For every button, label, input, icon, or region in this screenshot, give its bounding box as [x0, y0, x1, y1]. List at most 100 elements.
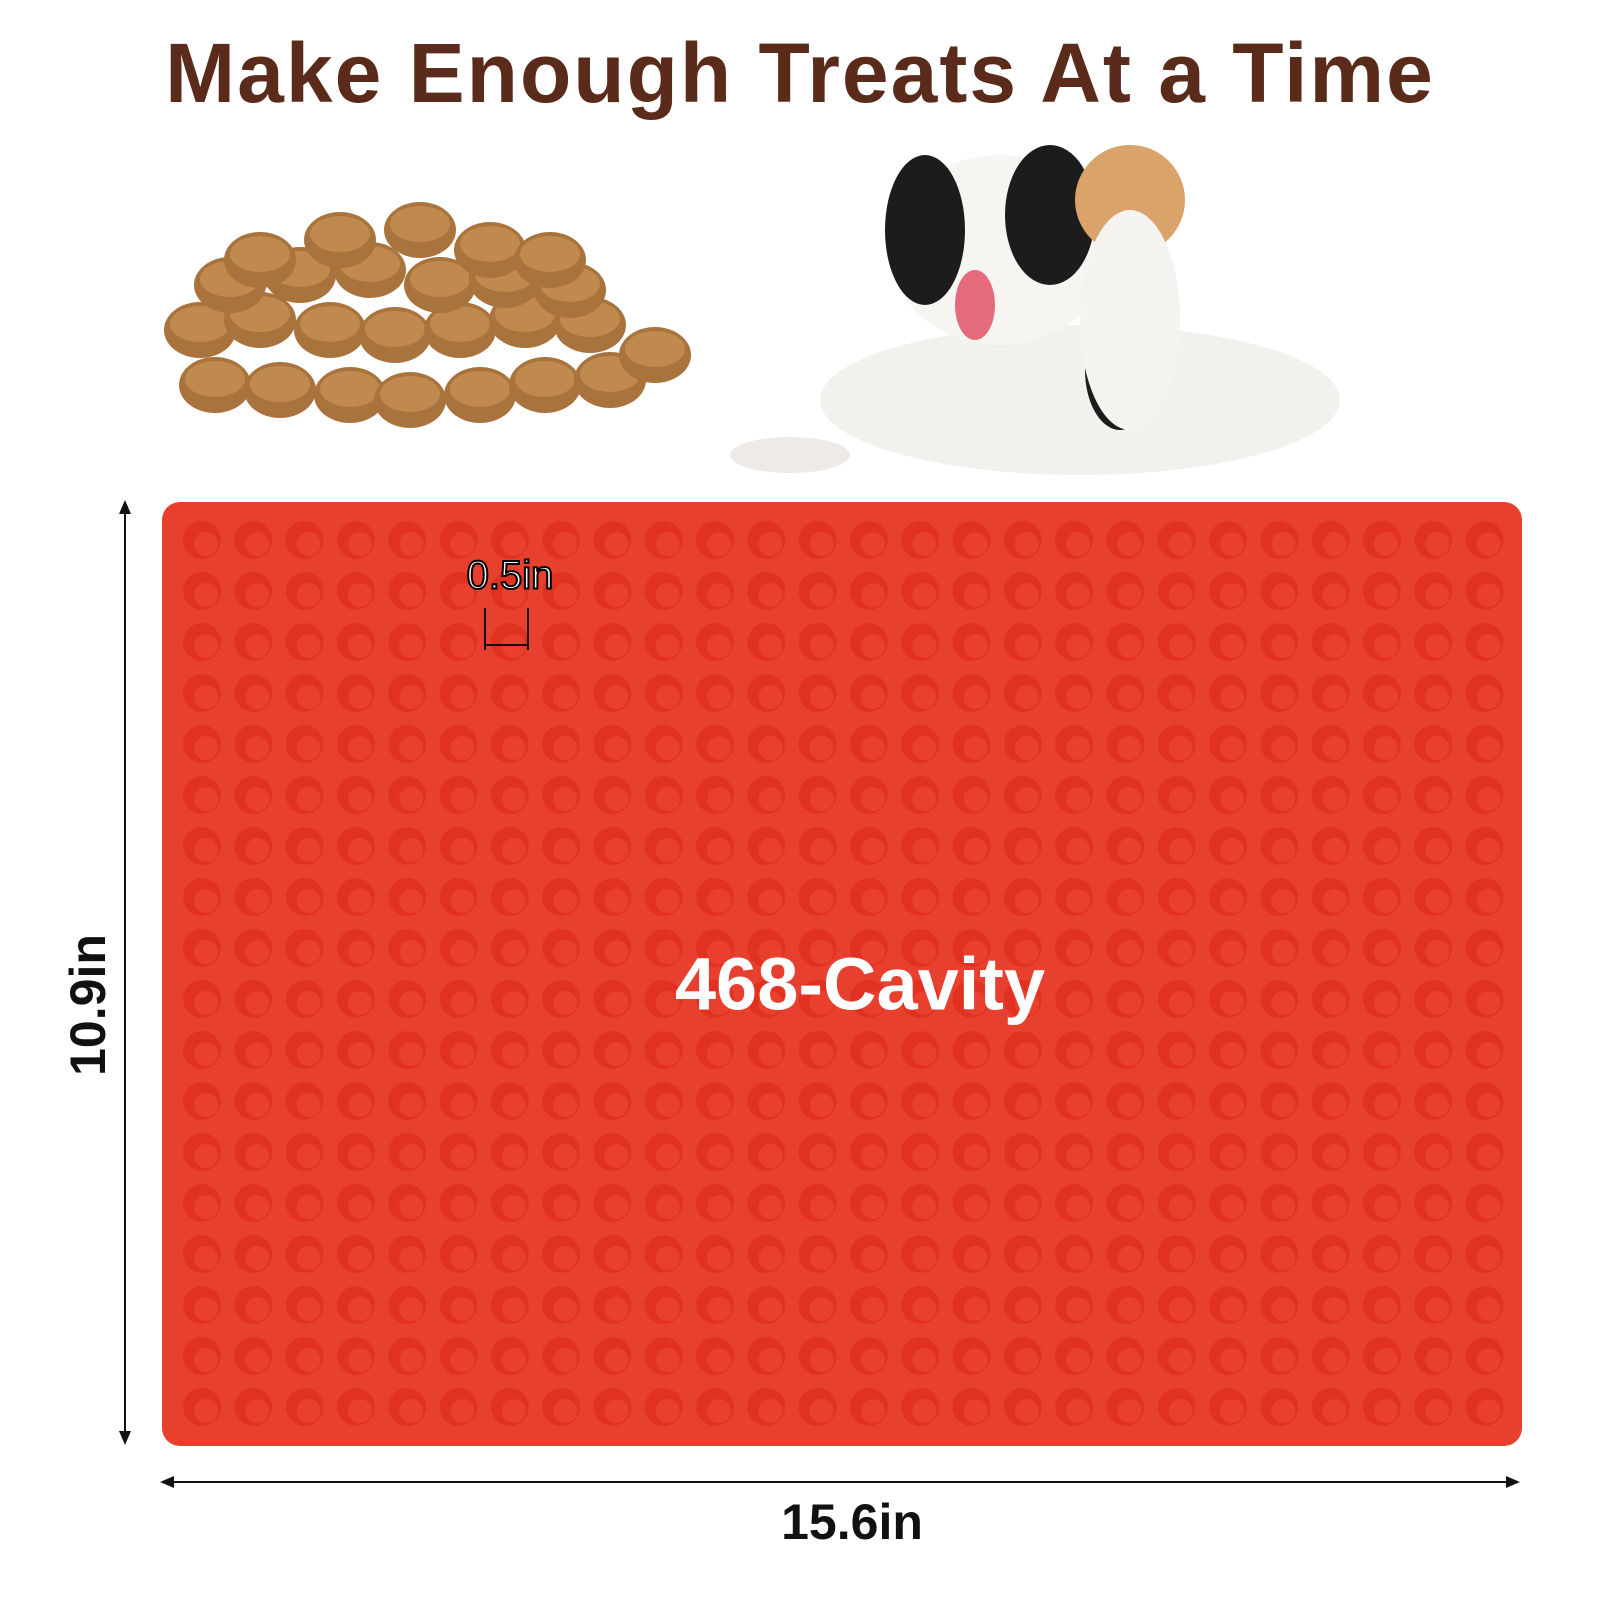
cavity-highlight [1476, 1042, 1501, 1066]
cavity-highlight [501, 1042, 526, 1066]
cavity-highlight [707, 1144, 731, 1168]
cavity-highlight [296, 991, 321, 1015]
cavity-highlight [194, 634, 218, 658]
cavity-highlight [1322, 685, 1347, 709]
cavity-highlight [1322, 787, 1347, 811]
treat-top [390, 206, 450, 242]
cavity-highlight [1271, 1399, 1296, 1423]
cavity-highlight [604, 838, 629, 862]
cavity-highlight [1425, 736, 1450, 760]
cavity-highlight [758, 1297, 783, 1321]
cavity-highlight [553, 1399, 578, 1423]
cavity-highlight [1476, 1144, 1501, 1168]
cavity-highlight [399, 889, 424, 913]
dog-body [820, 325, 1340, 475]
cavity-highlight [809, 889, 834, 913]
cavity-highlight [809, 1348, 834, 1372]
cavity-highlight [1014, 1042, 1039, 1066]
treat-top [300, 306, 360, 342]
cavity-highlight [501, 736, 526, 760]
cavity-highlight [707, 1348, 731, 1372]
cavity-highlight [347, 1093, 372, 1117]
cavity-highlight [553, 1195, 578, 1219]
cavity-highlight [758, 940, 783, 964]
cavity-highlight [912, 1144, 937, 1168]
cavity-highlight [194, 1399, 218, 1423]
cavity-highlight [1168, 1144, 1193, 1168]
cavity-highlight [604, 940, 629, 964]
cavity-highlight [1168, 838, 1193, 862]
cavity-highlight [1117, 1246, 1142, 1270]
cavity-highlight [707, 1399, 731, 1423]
cavity-highlight [1271, 736, 1296, 760]
cavity-highlight [655, 889, 680, 913]
cavity-highlight [655, 1297, 680, 1321]
cavity-highlight [912, 1399, 937, 1423]
cavity-highlight [1425, 634, 1450, 658]
cavity-highlight [1425, 1093, 1450, 1117]
cavity-highlight [1322, 1399, 1347, 1423]
cavity-highlight [1476, 940, 1501, 964]
cavity-highlight [399, 991, 424, 1015]
cavity-highlight [912, 787, 937, 811]
cavity-highlight [604, 991, 629, 1015]
cavity-highlight [296, 685, 321, 709]
cavity-highlight [450, 685, 475, 709]
cavity-highlight [194, 1144, 218, 1168]
cavity-highlight [1322, 1246, 1347, 1270]
cavity-highlight [604, 1246, 629, 1270]
cavity-highlight [1425, 1042, 1450, 1066]
cavity-highlight [194, 1195, 218, 1219]
cavity-highlight [1373, 532, 1398, 556]
cavity-highlight [450, 736, 475, 760]
cavity-highlight [450, 1042, 475, 1066]
cavity-highlight [860, 1399, 885, 1423]
cavity-highlight [655, 583, 680, 607]
cavity-highlight [194, 940, 218, 964]
cavity-highlight [963, 889, 988, 913]
cavity-highlight [194, 787, 218, 811]
cavity-highlight [1220, 583, 1244, 607]
cavity-highlight [1066, 685, 1091, 709]
cavity-highlight [758, 1195, 783, 1219]
cavity-highlight [1220, 787, 1244, 811]
cavity-highlight [1271, 1348, 1296, 1372]
cavity-highlight [912, 1348, 937, 1372]
cavity-highlight [1168, 889, 1193, 913]
cavity-highlight [245, 940, 270, 964]
cavity-highlight [1322, 940, 1347, 964]
cavity-highlight [1476, 1297, 1501, 1321]
cavity-highlight [963, 1399, 988, 1423]
cavity-highlight [194, 838, 218, 862]
cavity-highlight [860, 1348, 885, 1372]
cavity-size-marker: 0.5in [466, 553, 554, 650]
cavity-highlight [707, 1246, 731, 1270]
cavity-highlight [860, 940, 885, 964]
cavity-highlight [809, 583, 834, 607]
cavity-highlight [1014, 1297, 1039, 1321]
cavity-highlight [399, 1042, 424, 1066]
cavity-highlight [1476, 1348, 1501, 1372]
cavity-highlight [1066, 1195, 1091, 1219]
cavity-highlight [1373, 787, 1398, 811]
cavity-highlight [912, 1246, 937, 1270]
cavity-highlight [1220, 1042, 1244, 1066]
cavity-highlight [707, 1195, 731, 1219]
cavity-highlight [450, 1093, 475, 1117]
cavity-highlight [1014, 583, 1039, 607]
treat-top [380, 376, 440, 412]
cavity-highlight [1168, 736, 1193, 760]
height-label: 10.9in [60, 934, 116, 1076]
cavity-highlight [501, 940, 526, 964]
title: Make Enough Treats At a Time [165, 26, 1435, 120]
cavity-highlight [450, 1195, 475, 1219]
cavity-highlight [1066, 583, 1091, 607]
cavity-highlight [1066, 787, 1091, 811]
cavity-highlight [399, 1195, 424, 1219]
cavity-highlight [296, 787, 321, 811]
cavity-highlight [655, 1246, 680, 1270]
cavity-highlight [1014, 838, 1039, 862]
cavity-highlight [399, 787, 424, 811]
cavity-highlight [1425, 1144, 1450, 1168]
cavity-highlight [1322, 889, 1347, 913]
